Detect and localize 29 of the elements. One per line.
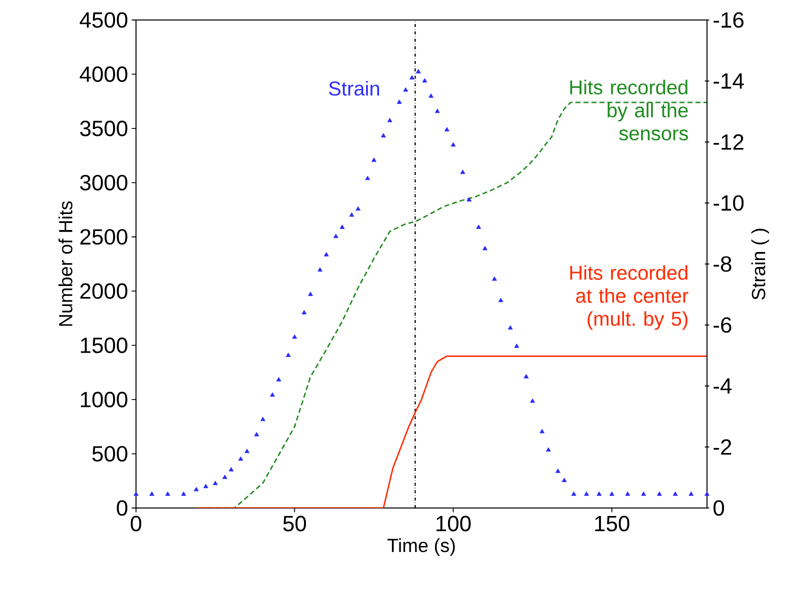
y2-tick-label: -2: [714, 439, 732, 455]
y2-tick-label: -16: [714, 12, 744, 28]
y2-tick-label: -8: [714, 256, 732, 272]
x-tick-label: 0: [130, 516, 142, 532]
y2-tick-label: -14: [714, 73, 744, 89]
y2-axis-title: Strain ( ): [751, 228, 770, 300]
y-tick-label: 1000: [80, 392, 128, 408]
y2-tick-label: -12: [714, 134, 744, 150]
y2-tick-label: 0: [714, 500, 724, 516]
y-tick-label: 2500: [80, 229, 128, 245]
y-tick-label: 3000: [80, 174, 128, 190]
y2-tick-label: -10: [714, 195, 744, 211]
x-tick-label: 50: [283, 516, 306, 532]
y-tick-label: 4500: [80, 12, 128, 28]
y-tick-label: 3500: [80, 120, 128, 136]
y-tick-label: 2000: [80, 283, 128, 299]
series-label: Hits recorded at the center (mult. by 5): [570, 265, 688, 330]
x-tick-label: 100: [436, 516, 471, 532]
y-tick-label: 1500: [80, 338, 128, 354]
y-tick-label: 500: [92, 446, 128, 462]
x-axis-title: Time (s): [387, 538, 455, 556]
series-label: Hits recorded by all the sensors: [570, 80, 688, 140]
y-axis-title: Number of Hits: [58, 201, 72, 326]
y2-tick-label: -4: [714, 378, 732, 394]
y2-tick-label: -6: [714, 317, 732, 333]
y-tick-label: 4000: [80, 66, 128, 82]
y-tick-label: 0: [116, 500, 128, 516]
series-label: Strain: [328, 80, 380, 96]
x-tick-label: 150: [595, 516, 630, 532]
